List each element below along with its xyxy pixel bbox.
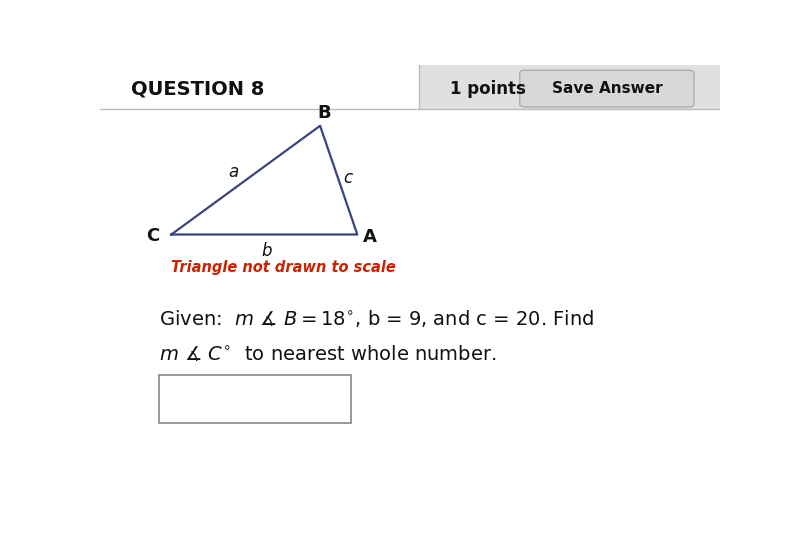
- Text: $m$ $\measuredangle$ $C^{\circ}$  to nearest whole number.: $m$ $\measuredangle$ $C^{\circ}$ to near…: [159, 344, 496, 364]
- Text: b: b: [261, 242, 271, 260]
- Text: 1 points: 1 points: [450, 80, 526, 98]
- FancyBboxPatch shape: [159, 375, 351, 422]
- FancyBboxPatch shape: [100, 65, 419, 109]
- Text: c: c: [343, 169, 353, 187]
- FancyBboxPatch shape: [100, 65, 720, 109]
- Text: QUESTION 8: QUESTION 8: [131, 79, 264, 98]
- Text: Given:  $m$ $\measuredangle$ $B=18^{\circ}$, b = 9, and c = 20. Find: Given: $m$ $\measuredangle$ $B=18^{\circ…: [159, 308, 594, 329]
- Text: a: a: [228, 163, 238, 181]
- FancyBboxPatch shape: [520, 70, 694, 107]
- Text: Triangle not drawn to scale: Triangle not drawn to scale: [171, 261, 396, 275]
- Text: A: A: [362, 229, 377, 247]
- Text: B: B: [318, 104, 331, 122]
- Text: C: C: [146, 227, 159, 245]
- Text: Save Answer: Save Answer: [552, 81, 662, 96]
